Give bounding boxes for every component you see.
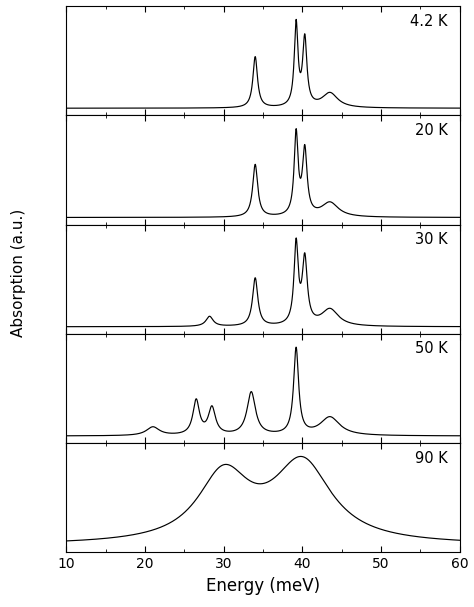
Text: Absorption (a.u.): Absorption (a.u.) bbox=[11, 209, 27, 337]
Text: 4.2 K: 4.2 K bbox=[410, 14, 448, 29]
X-axis label: Energy (meV): Energy (meV) bbox=[206, 577, 320, 595]
Text: 50 K: 50 K bbox=[415, 342, 448, 356]
Text: 30 K: 30 K bbox=[415, 232, 448, 247]
Text: 90 K: 90 K bbox=[415, 451, 448, 466]
Text: 20 K: 20 K bbox=[415, 123, 448, 138]
